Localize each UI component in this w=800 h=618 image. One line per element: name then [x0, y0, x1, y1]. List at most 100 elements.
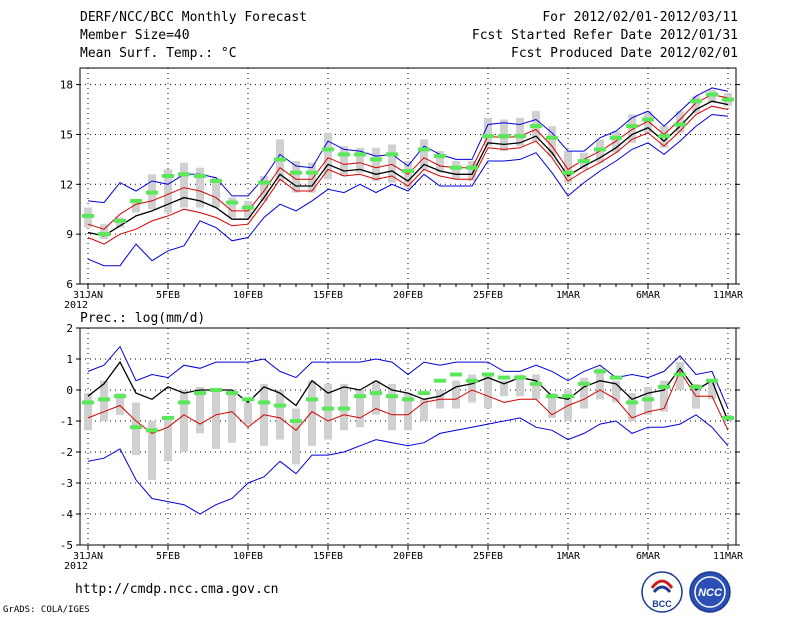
median-marker	[466, 378, 478, 383]
median-marker	[98, 397, 110, 402]
y-tick-label: 2	[66, 322, 73, 335]
median-marker	[658, 134, 670, 139]
spread-box	[628, 393, 636, 421]
median-marker	[642, 397, 654, 402]
x-year-label: 2012	[64, 561, 88, 572]
spread-box	[468, 374, 476, 403]
median-marker	[82, 213, 94, 218]
spread-box	[676, 111, 684, 133]
median-marker	[530, 124, 542, 129]
spread-box	[308, 380, 316, 446]
median-marker	[626, 124, 638, 129]
spread-box	[452, 380, 460, 409]
y-tick-label: 18	[60, 79, 73, 92]
spread-box	[580, 377, 588, 409]
median-marker	[610, 135, 622, 140]
series-ensemble-mean	[87, 100, 729, 237]
grads-credit: GrADS: COLA/IGES	[3, 605, 90, 615]
median-marker	[322, 406, 334, 411]
series-lower-envelope	[87, 414, 729, 515]
median-marker	[386, 152, 398, 157]
spread-box	[356, 147, 364, 173]
x-tick-label: 1MAR	[556, 551, 581, 562]
spread-box	[548, 126, 556, 157]
median-marker	[322, 147, 334, 152]
median-marker	[178, 172, 190, 177]
plot-frame	[79, 327, 737, 546]
spread-box	[692, 96, 700, 113]
spread-box	[244, 402, 252, 425]
spread-box	[404, 393, 412, 431]
median-marker	[562, 394, 574, 399]
y-tick-label: 1	[66, 353, 73, 366]
median-marker	[114, 394, 126, 399]
median-marker	[498, 375, 510, 380]
ncc-logo: NCC	[689, 571, 731, 613]
median-marker	[594, 147, 606, 152]
spread-box	[612, 131, 620, 153]
median-marker	[274, 157, 286, 162]
series-lower-spread	[87, 105, 729, 245]
spread-box	[388, 144, 396, 183]
spread-box	[260, 176, 268, 201]
median-marker	[146, 190, 158, 195]
series-red-inner	[87, 370, 729, 434]
median-marker	[258, 180, 270, 185]
spread-box	[164, 417, 172, 462]
median-marker	[354, 152, 366, 157]
x-tick-label: 11MAR	[713, 290, 744, 301]
forecast-period: For 2012/02/01-2012/03/11	[542, 10, 738, 25]
median-marker	[242, 205, 254, 210]
median-marker	[482, 372, 494, 377]
median-marker	[114, 218, 126, 223]
spread-box	[228, 390, 236, 443]
median-marker	[402, 397, 414, 402]
x-tick-label: 31JAN	[73, 290, 103, 301]
x-tick-label: 20FEB	[393, 551, 423, 562]
x-tick-label: 11MAR	[713, 551, 744, 562]
median-marker	[450, 372, 462, 377]
x-tick-label: 15FEB	[313, 551, 343, 562]
y-tick-label: 15	[60, 128, 73, 141]
spread-box	[564, 151, 572, 183]
y-tick-label: -3	[60, 477, 73, 490]
source-url[interactable]: http://cmdp.ncc.cma.gov.cn	[75, 582, 279, 597]
spread-box	[452, 161, 460, 180]
median-marker	[498, 134, 510, 139]
median-marker	[626, 400, 638, 405]
cma-bcc-logo: BCC	[641, 571, 683, 613]
median-marker	[450, 165, 462, 170]
median-marker	[706, 378, 718, 383]
x-tick-label: 25FEB	[473, 551, 503, 562]
median-marker	[578, 381, 590, 386]
median-marker	[722, 97, 734, 102]
spread-box	[356, 390, 364, 428]
x-tick-label: 25FEB	[473, 290, 503, 301]
spread-box	[212, 390, 220, 449]
x-tick-label: 6MAR	[636, 551, 661, 562]
median-marker	[370, 157, 382, 162]
spread-box	[292, 161, 300, 193]
spread-box	[116, 393, 124, 415]
spread-box	[628, 114, 636, 143]
y-tick-label: 9	[66, 228, 73, 241]
logo-right-text: NCC	[698, 587, 723, 599]
median-marker	[242, 397, 254, 402]
median-marker	[130, 198, 142, 203]
spread-box	[196, 386, 204, 434]
spread-box	[596, 368, 604, 400]
x-tick-label: 10FEB	[233, 551, 263, 562]
median-marker	[146, 428, 158, 433]
y-tick-label: 0	[66, 384, 73, 397]
median-marker	[98, 232, 110, 237]
spread-box	[228, 197, 236, 218]
spread-box	[324, 383, 332, 440]
median-marker	[226, 200, 238, 205]
x-tick-label: 5FEB	[156, 290, 180, 301]
x-tick-label: 1MAR	[556, 290, 581, 301]
member-size: Member Size=40	[80, 28, 190, 43]
spread-box	[708, 380, 716, 400]
chart-title: DERF/NCC/BCC Monthly Forecast	[80, 10, 307, 25]
spread-box	[420, 399, 428, 421]
